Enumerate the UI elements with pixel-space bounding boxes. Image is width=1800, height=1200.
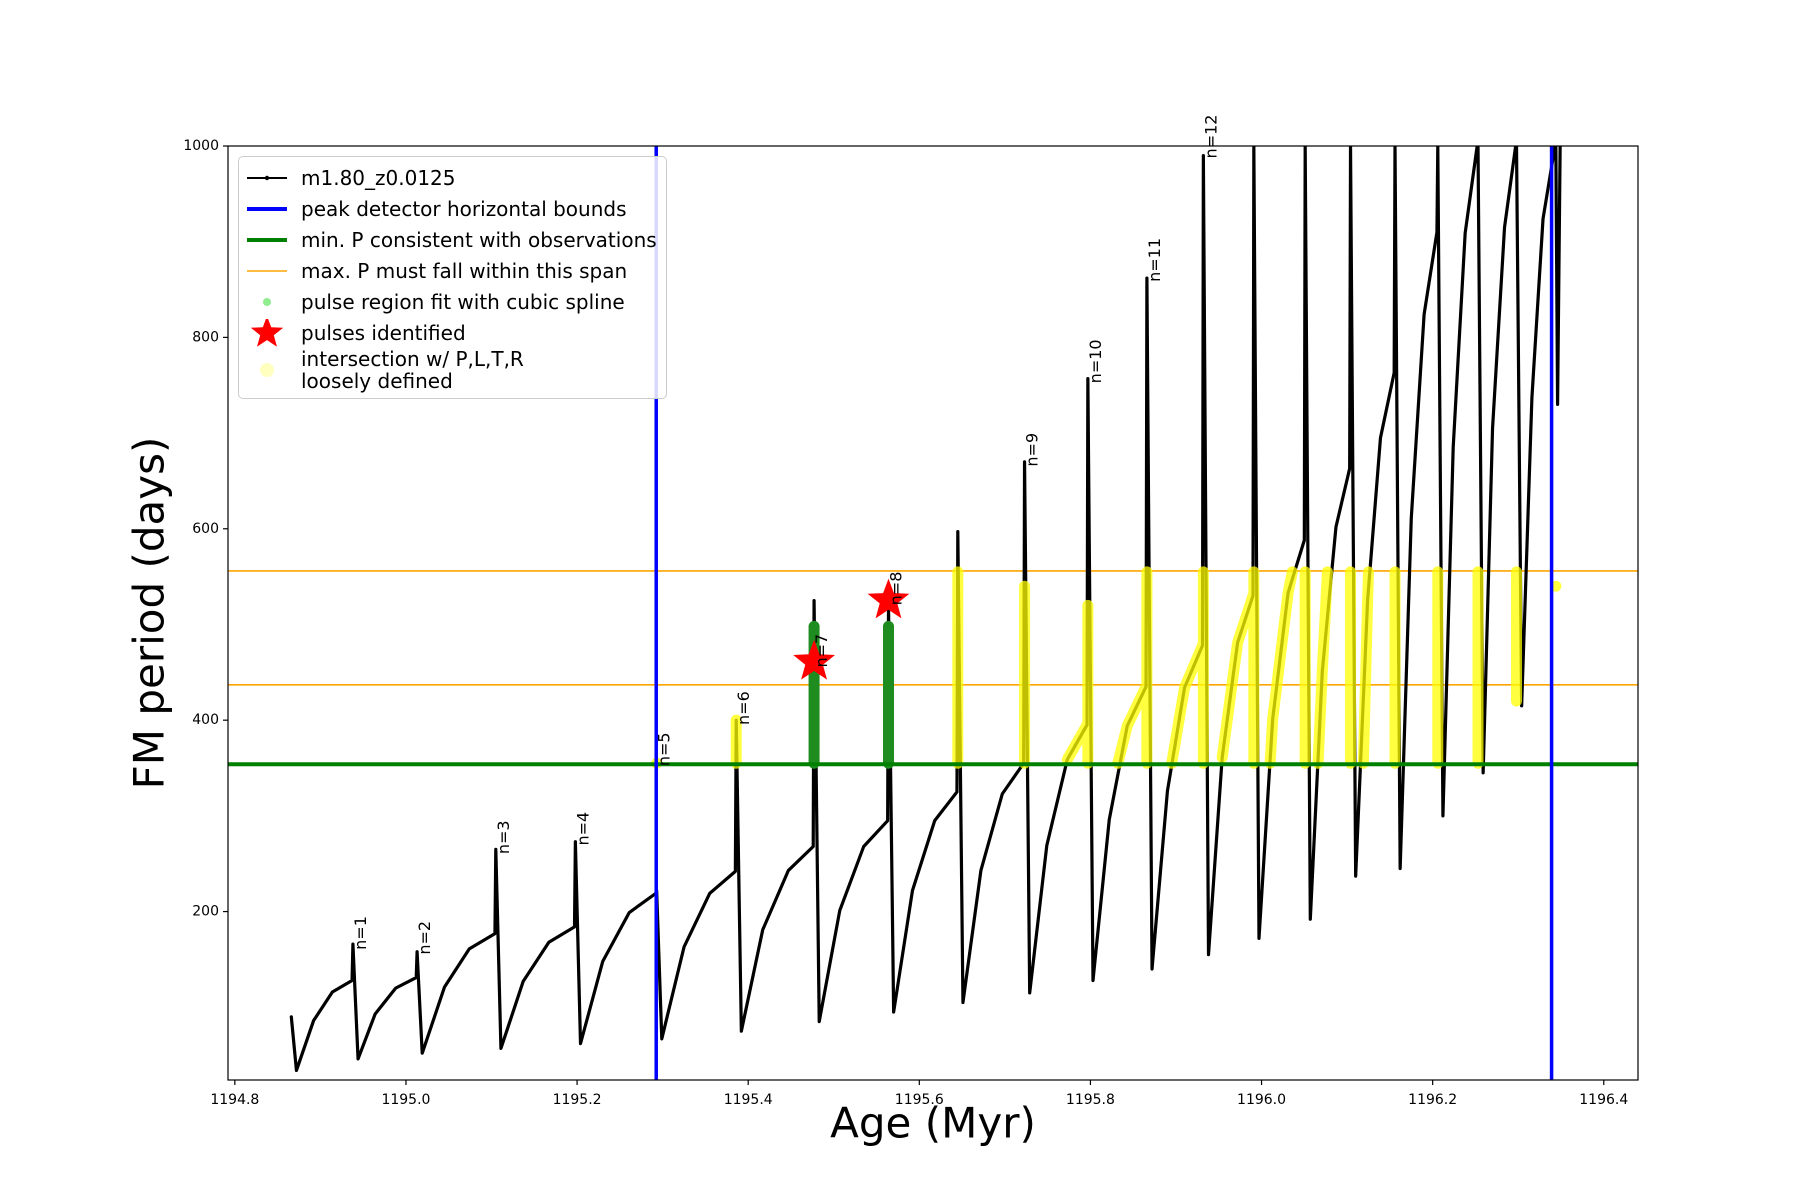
y-tick-label: 200 <box>192 904 219 920</box>
legend-label: pulses identified <box>301 320 466 345</box>
x-tick-label: 1195.2 <box>553 1092 602 1108</box>
x-tick-label: 1195.4 <box>724 1092 773 1108</box>
legend-swatch <box>247 269 287 272</box>
legend-entry: m1.80_z0.0125 <box>245 162 657 193</box>
legend-entry: pulse region fit with cubic spline <box>245 286 657 317</box>
legend-label: pulse region fit with cubic spline <box>301 289 625 314</box>
y-tick-label: 400 <box>192 712 219 728</box>
pulse-star <box>867 578 910 619</box>
legend-swatch <box>260 363 274 377</box>
legend-swatch <box>250 318 284 347</box>
legend-swatch <box>247 237 287 242</box>
legend-label: max. P must fall within this span <box>301 258 628 283</box>
legend-swatch <box>263 297 271 306</box>
pulse-annotation: n=2 <box>415 921 434 955</box>
y-tick-label: 800 <box>192 329 219 345</box>
pulse-annotation: n=10 <box>1086 339 1105 383</box>
pulse-annotation: n=1 <box>351 916 370 950</box>
pulse-annotation: n=3 <box>494 820 513 854</box>
legend-dot <box>260 363 274 377</box>
legend-entry: peak detector horizontal bounds <box>245 193 657 224</box>
highlight-line <box>651 566 1562 769</box>
pulse-annotation: n=7 <box>812 634 831 668</box>
legend-swatch <box>247 175 287 180</box>
legend-label: peak detector horizontal bounds <box>301 196 627 221</box>
x-tick-label: 1195.0 <box>381 1092 430 1108</box>
legend-entry: pulses identified <box>245 317 657 348</box>
pulse-annotation: n=12 <box>1201 115 1220 159</box>
legend-swatch <box>247 206 287 211</box>
y-axis-label: FM period (days) <box>125 437 174 790</box>
legend-entry: intersection w/ P,L,T,R loosely defined <box>245 348 657 392</box>
legend-entry: min. P consistent with observations <box>245 224 657 255</box>
legend-dot <box>264 175 270 180</box>
pulse-annotation: n=11 <box>1145 238 1164 282</box>
x-tick-label: 1196.2 <box>1408 1092 1457 1108</box>
legend-entry: max. P must fall within this span <box>245 255 657 286</box>
plot-frame <box>227 145 1639 1081</box>
pulse-annotation: n=6 <box>734 691 753 725</box>
x-tick-label: 1196.4 <box>1579 1092 1628 1108</box>
pulse-annotation: n=4 <box>573 812 592 846</box>
legend-star <box>250 318 284 347</box>
x-tick-label: 1195.8 <box>1066 1092 1115 1108</box>
pulse-annotation: n=8 <box>887 572 906 606</box>
y-tick-label: 1000 <box>183 138 219 154</box>
pulse-annotation: n=9 <box>1023 433 1042 467</box>
x-axis-label: Age (Myr) <box>830 1099 1036 1148</box>
legend-label: intersection w/ P,L,T,R loosely defined <box>301 347 524 393</box>
x-tick-label: 1194.8 <box>210 1092 259 1108</box>
legend-dot <box>263 297 271 306</box>
pulse-annotation: n=5 <box>655 732 674 766</box>
plot-area <box>228 146 1638 1080</box>
pulse-star <box>793 639 835 680</box>
x-tick-label: 1195.6 <box>895 1092 944 1108</box>
y-tick-label: 600 <box>192 521 219 537</box>
legend-label: m1.80_z0.0125 <box>301 165 456 190</box>
legend-label: min. P consistent with observations <box>301 227 657 252</box>
x-tick-label: 1196.0 <box>1237 1092 1286 1108</box>
